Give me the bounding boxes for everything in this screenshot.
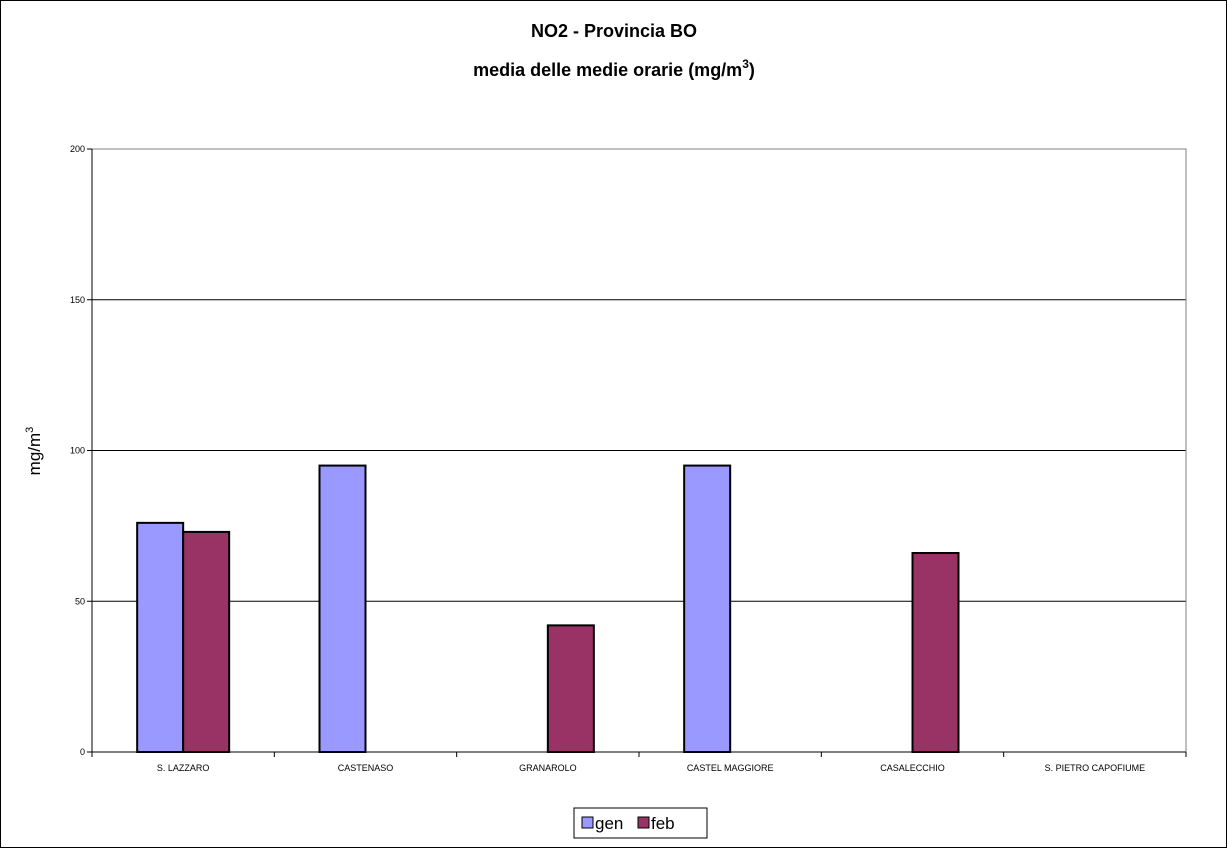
legend-label-gen: gen [595,814,623,833]
x-tick-label: CASALECCHIO [880,763,945,773]
legend-swatch-gen [581,816,594,829]
y-tick-label: 150 [70,295,85,305]
x-tick-label: S. LAZZARO [157,763,210,773]
bars [136,464,960,754]
chart-subtitle-superscript: 3 [742,57,749,71]
bar-feb-casalecchio [911,552,960,754]
x-tick-label: GRANAROLO [519,763,577,773]
legend-swatch-feb [637,816,650,829]
y-tick-label: 100 [70,446,85,456]
chart-title: NO2 - Provincia BO [531,21,697,41]
chart-subtitle-end: ) [749,60,755,80]
bar-gen-castel-maggiore [683,464,732,753]
x-tick-label: CASTENASO [338,763,394,773]
x-tick-label: CASTEL MAGGIORE [687,763,774,773]
chart-subtitle: media delle medie orarie (mg/m3) [473,57,755,80]
legend: gen feb [573,807,708,839]
y-tick-label: 0 [80,747,85,757]
x-tick-label: S. PIETRO CAPOFIUME [1045,763,1146,773]
y-axis-label-superscript: 3 [24,427,36,433]
y-ticks: 0 50 100 150 200 [70,144,92,757]
gridlines [92,148,1186,602]
legend-label-feb: feb [651,814,675,833]
bar-feb-s-lazzaro [182,530,231,754]
y-axis-label-main: mg/m [25,433,44,476]
y-tick-label: 50 [75,596,85,606]
bar-gen-castenaso [318,464,367,753]
y-axis-label: mg/m3 [24,427,44,476]
x-ticks: S. LAZZARO CASTENASO GRANAROLO CASTEL MAGGI… [91,752,1187,773]
chart-subtitle-main: media delle medie orarie (mg/m [473,60,742,80]
y-tick-label: 200 [70,144,85,154]
bar-feb-granarolo [546,624,595,753]
bar-gen-s-lazzaro [136,521,185,753]
